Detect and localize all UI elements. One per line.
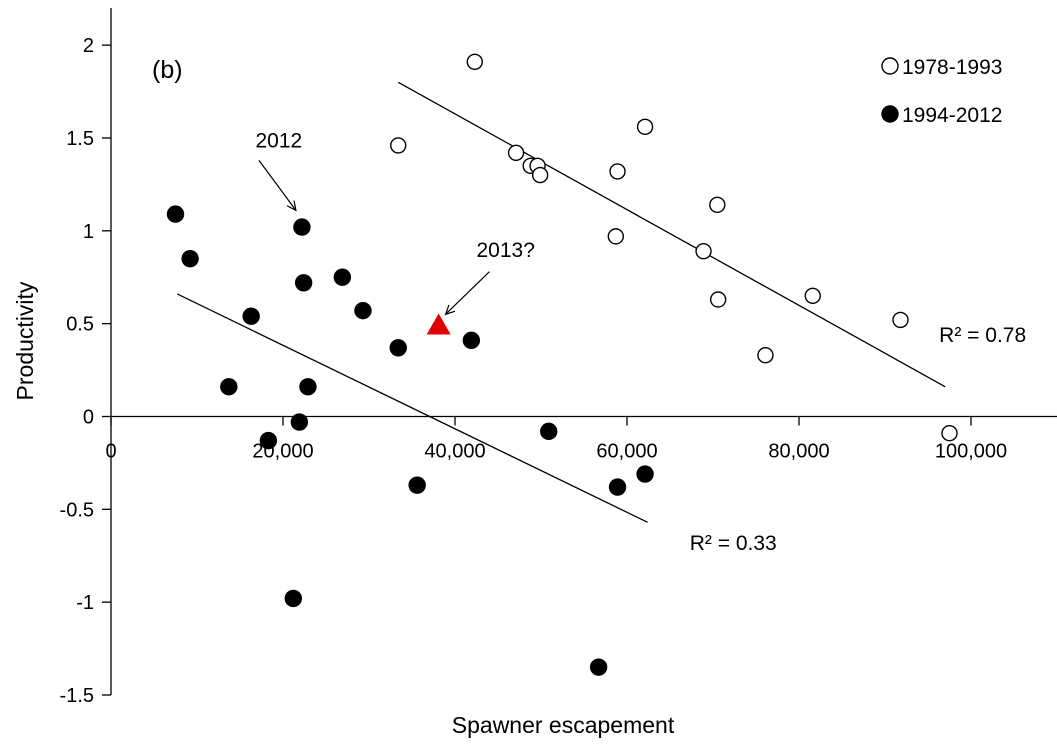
annotation-arrow-1: [258, 159, 297, 211]
point-1994-2012: [354, 301, 372, 320]
highlight-triangle: [426, 313, 451, 335]
point-1994-2012: [462, 331, 481, 350]
r2-label-2: R² = 0.33: [690, 532, 777, 555]
point-1978-1993: [757, 347, 774, 364]
point-1978-1993: [709, 196, 726, 214]
r2-label-1: R² = 0.78: [939, 324, 1026, 347]
point-1994-2012: [333, 268, 352, 286]
point-1994-2012: [389, 339, 407, 357]
legend-label-2: 1994-2012: [902, 104, 1002, 127]
point-1994-2012: [220, 378, 238, 396]
point-1994-2012: [408, 476, 426, 494]
legend-label-1: 1978-1993: [902, 56, 1002, 79]
point-1978-1993: [609, 163, 626, 180]
x-tick-label: 100,000: [935, 440, 1007, 462]
legend-marker-2: [881, 105, 899, 123]
y-tick-label: -0.5: [60, 499, 94, 521]
point-1978-1993: [531, 166, 549, 184]
point-1978-1993: [695, 243, 712, 260]
point-1978-1993: [390, 137, 407, 154]
point-1994-2012: [284, 589, 303, 608]
point-1994-2012: [299, 378, 317, 396]
x-tick-label: 60,000: [596, 440, 657, 462]
data-points: [166, 53, 958, 676]
point-1994-2012: [608, 478, 627, 496]
panel-label: (b): [152, 56, 183, 84]
y-tick-label: -1: [76, 592, 94, 614]
y-tick-label: 1: [83, 221, 94, 243]
point-1994-2012: [181, 249, 199, 268]
point-1994-2012: [540, 422, 558, 441]
annotation-label-1: 2012: [255, 129, 302, 152]
point-1978-1993: [804, 287, 821, 304]
annotations: R² = 0.78 R² = 0.33 2012 2013?: [255, 129, 1026, 555]
point-1994-2012: [166, 205, 185, 223]
point-1978-1993: [892, 311, 909, 329]
legend: 1978-1993 1994-2012: [881, 56, 1002, 127]
annotation-label-2: 2013?: [477, 239, 535, 262]
x-tick-label: 40,000: [424, 440, 485, 462]
point-1978-1993: [636, 118, 654, 136]
trendlines: [176, 81, 946, 523]
point-1994-2012: [294, 274, 313, 292]
point-1994-2012: [259, 431, 278, 450]
annotation-arrowhead-2: [444, 304, 456, 316]
point-1978-1993: [941, 424, 958, 442]
point-1994-2012: [290, 413, 309, 431]
trendline-2: [176, 293, 648, 523]
annotation-arrow-2: [445, 271, 490, 315]
x-axis-title: Spawner escapement: [452, 712, 675, 738]
point-1978-1993: [466, 53, 483, 71]
y-axis-title: Productivity: [12, 281, 38, 400]
point-1994-2012: [636, 465, 654, 483]
x-tick-label: 0: [105, 440, 116, 462]
y-tick-label: -1.5: [60, 685, 94, 707]
trendline-1: [397, 81, 946, 388]
y-tick-label: 0.5: [66, 314, 94, 336]
point-1978-1993: [709, 291, 727, 308]
point-1994-2012: [242, 307, 260, 325]
legend-marker-1: [881, 57, 899, 75]
point-1978-1993: [607, 228, 625, 245]
axes: -1.5-1-0.500.511.520 20,000 40,000 60,000 80…: [12, 8, 1057, 738]
point-1994-2012: [293, 218, 311, 236]
y-tick-label: 1.5: [66, 128, 94, 150]
y-tick-label: 0: [83, 406, 94, 428]
y-tick-label: 2: [83, 35, 94, 57]
point-1978-1993: [507, 144, 525, 162]
point-1994-2012: [589, 658, 608, 676]
annotation-arrowhead-1: [286, 200, 297, 212]
x-tick-label: 80,000: [768, 440, 829, 462]
